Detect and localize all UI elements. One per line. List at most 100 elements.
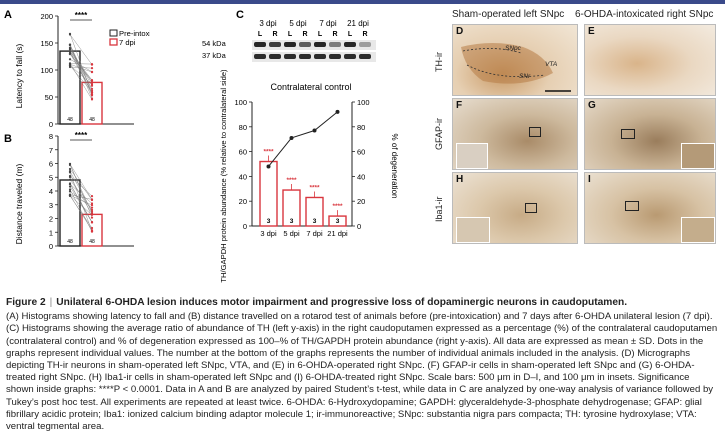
c-ytick-left-label-1: 20: [239, 197, 247, 206]
c-degeneration-point-2: [312, 128, 317, 133]
a-pair-line-16: [69, 63, 93, 65]
b-dot-7dpi-18: [90, 221, 94, 224]
c-ytick-left-label-0: 0: [243, 222, 247, 231]
c-degeneration-point-1: [289, 135, 294, 140]
figure-caption: Figure 2 | Unilateral 6-OHDA lesion induce…: [6, 297, 719, 433]
a-pair-line-19: [69, 64, 93, 73]
c-stars-3: ****: [332, 203, 343, 210]
c-ytick-right-label-2: 40: [357, 172, 365, 181]
inset-h: [456, 217, 490, 243]
a-ytick-label-1: 50: [45, 93, 53, 102]
blot-band-0-3: [299, 42, 311, 47]
b-ytick-label-4: 4: [49, 187, 53, 196]
panel-letter-b: B: [4, 133, 12, 145]
row-label-gfap: GFAP-ir: [434, 117, 444, 150]
caption-title: Figure 2 | Unilateral 6-OHDA lesion induce…: [6, 297, 719, 309]
micrograph-d: D SNpc VTA SNr: [452, 24, 578, 96]
c-stars-2: ****: [309, 184, 320, 191]
b-ytick-label-1: 1: [49, 228, 53, 237]
b-pair-line-19: [69, 191, 93, 208]
panel-c-ylabel-left: TH/GAPDH protein abundance (% relative t…: [219, 69, 228, 283]
b-dot-7dpi-15: [90, 216, 94, 219]
b-ytick-label-0: 0: [49, 242, 53, 251]
b-ytick-label-3: 3: [49, 201, 53, 210]
panel-letter-e: E: [588, 26, 595, 37]
b-pair-line-18: [69, 183, 93, 223]
b-dot-pre-7: [68, 171, 72, 174]
panel-letter-f: F: [456, 100, 463, 111]
c-ytick-right-label-3: 60: [357, 148, 365, 157]
panel-a-plot: 0 50 100 150 200 48 48 ****: [40, 11, 134, 129]
a-dot-pre-15: [68, 43, 72, 46]
micrograph-i: I: [584, 172, 716, 244]
b-pair-line-17: [69, 176, 93, 215]
b-dot-7dpi-17: [90, 212, 94, 216]
a-sig-stars: ****: [75, 11, 88, 20]
c-xtick-label-2: 7 dpi: [306, 229, 323, 238]
b-dot-pre-16: [68, 178, 72, 181]
b-dot-pre-3: [68, 188, 72, 191]
panel-letter-c: C: [236, 9, 244, 21]
b-dot-7dpi-16: [90, 208, 94, 211]
b-dot-7dpi-19: [90, 206, 94, 209]
annotation-vta: VTA: [545, 61, 558, 68]
b-dot-7dpi-9: [90, 194, 94, 198]
blot-side-4: L: [318, 31, 323, 38]
b-dot-pre-17: [68, 175, 72, 179]
c-xtick-label-0: 3 dpi: [260, 229, 277, 238]
b-dot-pre-8: [68, 185, 72, 188]
row-label-iba1: Iba1-ir: [434, 196, 444, 222]
b-dot-7dpi-6: [90, 204, 94, 207]
panel-c-title: Contralateral control: [270, 82, 351, 92]
column-head-sham: Sham-operated left SNpc: [452, 9, 565, 20]
panel-b-ylabel: Distance traveled (m): [14, 163, 24, 244]
c-ytick-right-label-4: 80: [357, 123, 365, 132]
blot-lane-0: 3 dpi: [259, 19, 277, 28]
western-blot: 3 dpi 5 dpi 7 dpi 21 dpi L R L R L R L R 54 kDa 37 kD…: [202, 19, 376, 62]
b-dot-pre-5: [68, 167, 72, 171]
c-ytick-left-label-5: 100: [234, 98, 247, 107]
a-pair-line-15: [69, 44, 93, 91]
a-ytick-label-2: 100: [40, 66, 53, 75]
b-n-label-1: 48: [89, 239, 95, 245]
b-dot-pre-19: [68, 190, 72, 193]
legend-swatch-pre: [109, 29, 118, 37]
annotation-snpc: SNpc: [505, 45, 521, 52]
b-dot-7dpi-14: [90, 202, 94, 205]
a-pair-line-17: [69, 53, 93, 93]
inset-g: [681, 143, 715, 169]
c-xtick-label-1: 5 dpi: [283, 229, 300, 238]
a-dot-7dpi-14: [90, 79, 94, 82]
a-ytick-label-3: 150: [40, 39, 53, 48]
b-ytick-label-7: 7: [49, 146, 53, 155]
inset-box-i: [625, 201, 639, 211]
c-bar-0: [259, 160, 278, 227]
c-n-label-2: 3: [313, 218, 317, 225]
b-pair-line-7: [69, 172, 93, 232]
b-n-label-0: 48: [67, 239, 73, 245]
inset-box-h: [525, 203, 537, 213]
c-stars-0: ****: [263, 149, 274, 156]
b-pair-line-9: [69, 175, 93, 197]
c-degeneration-line: [268, 111, 338, 167]
a-pair-line-13: [69, 33, 93, 95]
blot-band-0-5: [329, 42, 341, 47]
a-pair-line-8: [69, 44, 93, 96]
legend-swatch-7dpi: [109, 38, 118, 46]
row-label-th: TH-ir: [434, 52, 444, 72]
a-dot-pre-13: [68, 32, 72, 35]
c-ytick-left-label-3: 60: [239, 148, 247, 157]
a-pair-line-1: [69, 65, 93, 93]
blot-band-1-4: [314, 54, 326, 59]
blot-side-7: R: [362, 31, 367, 38]
blot-band-label-0: 54 kDa: [202, 39, 227, 48]
inset-box-f: [529, 127, 541, 137]
blot-band-1-6: [344, 54, 356, 59]
b-dot-pre-18: [68, 182, 72, 186]
a-pair-line-7: [69, 51, 93, 93]
blot-band-1-0: [254, 54, 266, 59]
b-dot-pre-15: [68, 162, 72, 165]
blot-band-1-1: [269, 54, 281, 59]
panel-c-ylabel-right: % of degeneration: [390, 134, 399, 199]
a-ytick-label-0: 0: [49, 120, 53, 129]
